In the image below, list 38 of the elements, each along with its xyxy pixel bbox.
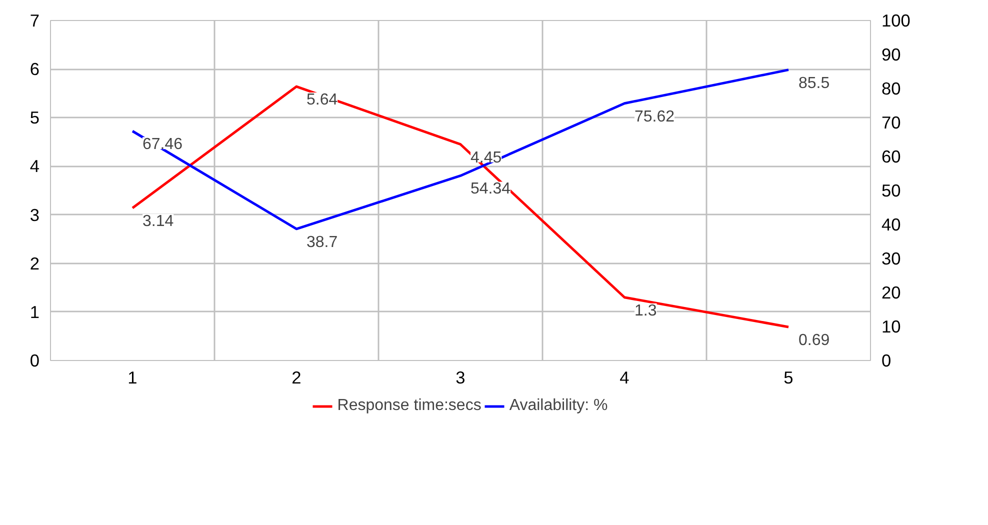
y2-tick-label: 90 [882, 44, 901, 64]
x-tick-label: 3 [456, 368, 466, 388]
data-label: 67.46 [142, 136, 183, 154]
data-label: 85.5 [798, 74, 830, 92]
x-tick-label: 2 [292, 368, 302, 388]
x-tick-label: 1 [128, 368, 138, 388]
y-tick-label: 7 [30, 10, 40, 30]
line-series [131, 68, 790, 230]
line-series [131, 85, 790, 328]
data-label: 38.7 [306, 234, 338, 251]
data-label: 75.62 [634, 108, 675, 126]
y2-tick-label: 70 [882, 112, 901, 132]
y-tick-label: 5 [30, 108, 40, 128]
y-tick-label: 0 [30, 350, 40, 370]
y2-tick-label: 60 [882, 146, 901, 166]
y-tick-label: 6 [30, 59, 40, 80]
y2-tick-label: 10 [882, 316, 901, 336]
y2-tick-label: 0 [882, 350, 892, 370]
x-tick-label: 5 [784, 368, 794, 388]
y-tick-label: 4 [30, 156, 40, 176]
legend-label: Availability: % [509, 397, 608, 415]
data-label: 5.64 [306, 92, 338, 109]
data-label: 3.14 [142, 212, 174, 230]
y-tick-label: 2 [30, 253, 40, 274]
x-tick-label: 4 [620, 368, 630, 388]
y2-tick-label: 30 [882, 248, 901, 268]
y2-tick-label: 80 [882, 78, 901, 98]
y2-tick-label: 40 [882, 214, 901, 234]
data-label: 54.34 [470, 180, 511, 198]
data-label: 0.69 [798, 332, 830, 349]
y-tick-label: 3 [30, 204, 40, 225]
y2-tick-label: 50 [882, 180, 901, 200]
y2-tick-label: 100 [882, 10, 910, 30]
y2-tick-label: 20 [882, 282, 901, 302]
y-tick-label: 1 [30, 302, 40, 322]
legend-label: Response time:secs [337, 397, 482, 415]
data-label: 1.3 [634, 302, 657, 320]
data-label: 4.45 [470, 149, 502, 166]
